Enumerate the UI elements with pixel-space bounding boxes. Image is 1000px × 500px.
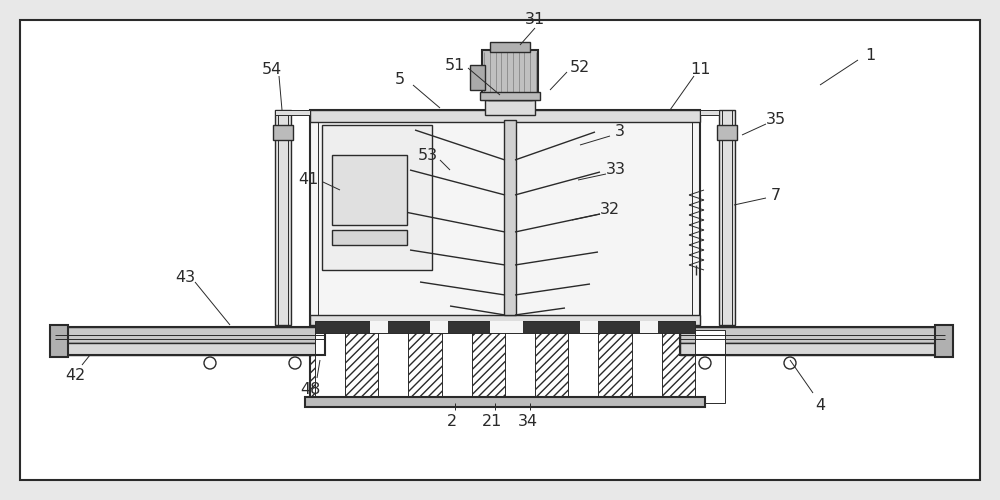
Bar [378, 330, 408, 403]
Bar [318, 122, 692, 315]
Bar [632, 330, 662, 403]
Bar [722, 110, 732, 325]
Bar [430, 321, 448, 333]
Bar [322, 125, 432, 270]
Text: 3: 3 [615, 124, 625, 140]
Bar [310, 315, 700, 325]
Text: 32: 32 [600, 202, 620, 218]
Bar [482, 50, 538, 100]
Bar [275, 110, 310, 115]
Bar [504, 120, 516, 315]
Bar [485, 100, 535, 115]
Bar [717, 125, 737, 140]
Bar [580, 321, 598, 333]
Text: 34: 34 [518, 414, 538, 430]
Bar [488, 65, 532, 100]
Bar [680, 343, 945, 355]
Text: 11: 11 [690, 62, 710, 78]
Bar [275, 110, 291, 325]
Text: 1: 1 [865, 48, 875, 62]
Text: 42: 42 [65, 368, 85, 382]
Bar [480, 92, 540, 100]
Bar [490, 321, 508, 333]
Bar [442, 330, 472, 403]
Bar [332, 230, 407, 245]
Text: 43: 43 [175, 270, 195, 285]
Bar [700, 110, 719, 115]
Text: 2: 2 [447, 414, 457, 430]
Bar [55, 327, 325, 343]
Bar [305, 397, 705, 407]
Text: 7: 7 [771, 188, 781, 202]
Bar [568, 330, 598, 403]
Bar [273, 125, 293, 140]
Bar [278, 110, 288, 325]
Bar [55, 343, 325, 355]
Text: 35: 35 [766, 112, 786, 128]
Bar [310, 330, 700, 405]
Bar [470, 65, 485, 90]
Text: 54: 54 [262, 62, 282, 78]
Text: 48: 48 [300, 382, 320, 398]
Bar [370, 321, 388, 333]
Text: 33: 33 [606, 162, 626, 178]
Bar [310, 110, 700, 325]
Bar [55, 327, 325, 355]
Text: 31: 31 [525, 12, 545, 28]
Bar [315, 330, 345, 403]
Bar [680, 327, 945, 343]
Bar [680, 327, 945, 355]
Bar [935, 325, 953, 357]
Bar [332, 155, 407, 225]
Text: 21: 21 [482, 414, 502, 430]
Text: 52: 52 [570, 60, 590, 76]
Bar [640, 321, 658, 333]
Text: 41: 41 [298, 172, 318, 188]
Bar [50, 325, 68, 357]
Text: 4: 4 [815, 398, 825, 412]
Bar [310, 110, 700, 122]
Bar [505, 321, 523, 333]
Bar [505, 330, 535, 403]
Text: 51: 51 [445, 58, 465, 72]
Bar [490, 42, 530, 52]
Bar [315, 321, 695, 333]
Bar [695, 330, 725, 403]
Text: 5: 5 [395, 72, 405, 88]
Bar [719, 110, 735, 325]
Text: 53: 53 [418, 148, 438, 162]
